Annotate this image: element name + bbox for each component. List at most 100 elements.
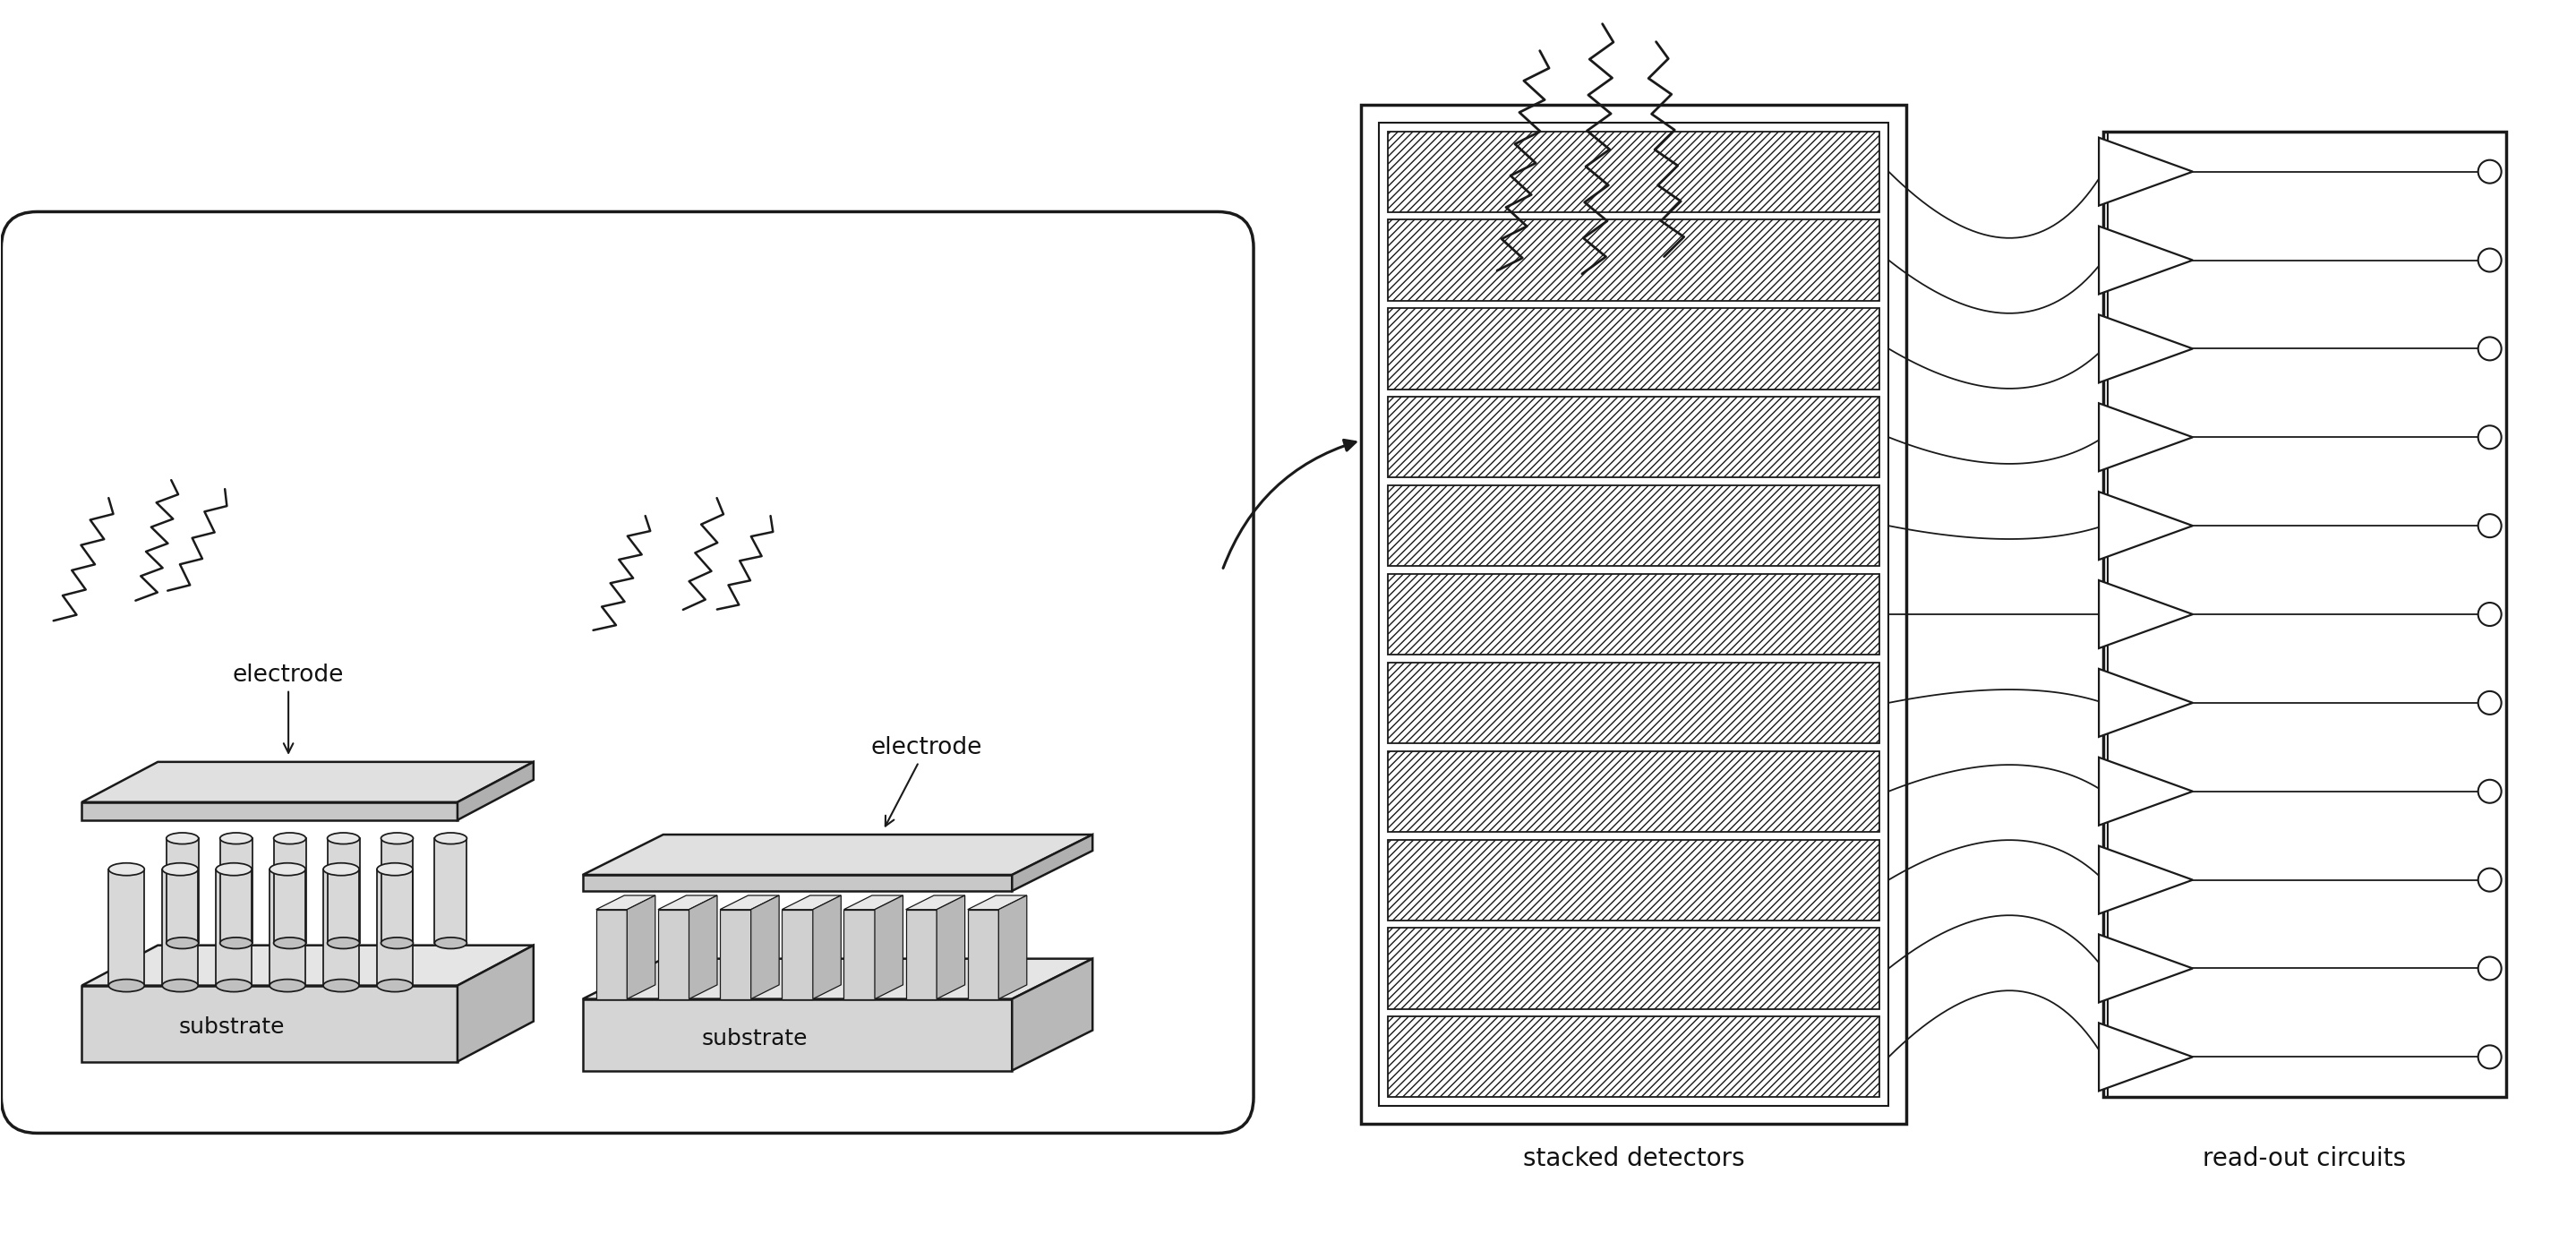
Bar (1388, 840, 1880, 920)
Polygon shape (657, 909, 688, 998)
Ellipse shape (381, 938, 412, 949)
Ellipse shape (381, 832, 412, 844)
Circle shape (2478, 1045, 2501, 1069)
Polygon shape (582, 958, 1092, 998)
Polygon shape (783, 909, 814, 998)
Bar (1388, 750, 1880, 832)
FancyBboxPatch shape (0, 212, 1255, 1133)
Polygon shape (459, 946, 533, 1061)
Polygon shape (2099, 492, 2192, 560)
Ellipse shape (435, 832, 466, 844)
Polygon shape (626, 895, 654, 998)
Polygon shape (999, 895, 1028, 998)
Ellipse shape (216, 862, 252, 875)
Bar (1388, 220, 1880, 301)
Text: substrate: substrate (701, 1027, 806, 1049)
Ellipse shape (435, 938, 466, 949)
Ellipse shape (270, 980, 307, 992)
Circle shape (2478, 337, 2501, 360)
Bar (1388, 662, 1880, 743)
Polygon shape (938, 895, 966, 998)
Polygon shape (273, 838, 307, 943)
Circle shape (2478, 160, 2501, 184)
Ellipse shape (167, 938, 198, 949)
Ellipse shape (325, 862, 358, 875)
Circle shape (2478, 779, 2501, 803)
Polygon shape (216, 869, 252, 986)
Polygon shape (719, 895, 778, 909)
Polygon shape (167, 838, 198, 943)
Bar (2105, 131, 2506, 1098)
Polygon shape (969, 895, 1028, 909)
Polygon shape (327, 838, 361, 943)
Text: stacked detectors: stacked detectors (1522, 1147, 1744, 1172)
Polygon shape (657, 895, 716, 909)
Polygon shape (845, 909, 876, 998)
Polygon shape (82, 946, 533, 986)
Circle shape (2478, 514, 2501, 538)
Circle shape (2478, 248, 2501, 272)
Polygon shape (2099, 669, 2192, 737)
Polygon shape (845, 895, 904, 909)
Polygon shape (1012, 958, 1092, 1070)
Circle shape (2478, 869, 2501, 891)
Polygon shape (2099, 758, 2192, 826)
Ellipse shape (216, 980, 252, 992)
Bar (1360, 104, 1906, 1124)
Bar (1388, 1016, 1880, 1098)
Polygon shape (814, 895, 840, 998)
Text: read-out circuits: read-out circuits (2202, 1147, 2406, 1172)
Polygon shape (2099, 846, 2192, 914)
Polygon shape (108, 869, 144, 986)
Bar (1388, 397, 1880, 477)
Bar (1378, 122, 1888, 1107)
Ellipse shape (162, 980, 198, 992)
Ellipse shape (327, 938, 361, 949)
Polygon shape (381, 838, 412, 943)
Ellipse shape (273, 938, 307, 949)
Ellipse shape (376, 980, 412, 992)
Polygon shape (582, 835, 1092, 875)
Bar (1388, 308, 1880, 389)
Polygon shape (82, 802, 459, 820)
Ellipse shape (327, 832, 361, 844)
Polygon shape (907, 895, 966, 909)
Polygon shape (2099, 315, 2192, 383)
Text: electrode: electrode (871, 737, 981, 826)
Polygon shape (688, 895, 716, 998)
Polygon shape (907, 909, 938, 998)
Ellipse shape (108, 862, 144, 875)
Bar (1388, 486, 1880, 567)
Circle shape (2478, 426, 2501, 449)
Circle shape (2478, 691, 2501, 714)
Text: electrode: electrode (232, 663, 345, 753)
Polygon shape (969, 909, 999, 998)
Ellipse shape (376, 862, 412, 875)
Polygon shape (582, 998, 1012, 1070)
Polygon shape (2099, 227, 2192, 295)
Polygon shape (435, 838, 466, 943)
Bar (1388, 574, 1880, 655)
Polygon shape (2099, 137, 2192, 205)
Ellipse shape (219, 832, 252, 844)
Polygon shape (719, 909, 752, 998)
Polygon shape (752, 895, 778, 998)
Polygon shape (783, 895, 840, 909)
Ellipse shape (270, 862, 307, 875)
Polygon shape (2099, 934, 2192, 1002)
Text: substrate: substrate (178, 1016, 286, 1039)
Ellipse shape (273, 832, 307, 844)
Polygon shape (582, 875, 1012, 891)
Polygon shape (219, 838, 252, 943)
Polygon shape (876, 895, 904, 998)
Polygon shape (325, 869, 358, 986)
Polygon shape (82, 762, 533, 802)
Polygon shape (595, 909, 626, 998)
Polygon shape (459, 762, 533, 820)
Circle shape (2478, 603, 2501, 626)
Ellipse shape (219, 938, 252, 949)
Ellipse shape (325, 980, 358, 992)
Polygon shape (1012, 835, 1092, 891)
Polygon shape (2099, 1024, 2192, 1092)
Polygon shape (376, 869, 412, 986)
